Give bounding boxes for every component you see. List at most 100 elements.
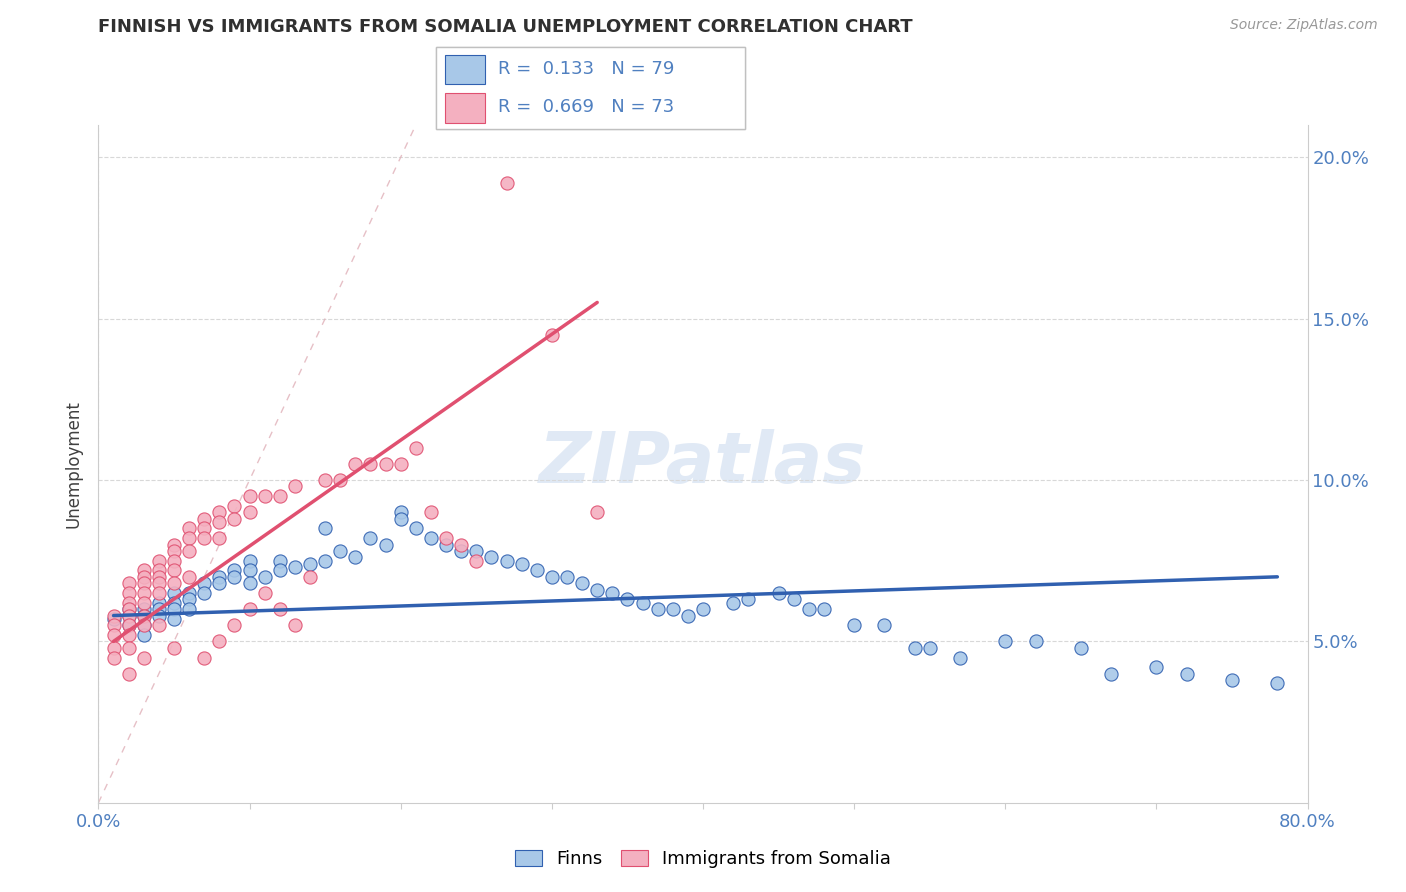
Point — [1267, 676, 1289, 690]
Point — [132, 596, 155, 610]
Point — [163, 612, 186, 626]
Point — [118, 608, 141, 623]
Point — [148, 602, 170, 616]
Point — [179, 592, 201, 607]
Point — [692, 602, 714, 616]
Point — [118, 640, 141, 655]
Point — [193, 531, 215, 545]
Point — [118, 602, 141, 616]
Bar — [446, 94, 485, 123]
Point — [239, 576, 262, 591]
Point — [193, 521, 215, 535]
Point — [224, 563, 246, 577]
Point — [329, 473, 352, 487]
Text: ZIPatlas: ZIPatlas — [540, 429, 866, 499]
Point — [179, 586, 201, 600]
Point — [132, 618, 155, 632]
Point — [269, 563, 291, 577]
Point — [118, 666, 141, 681]
Point — [163, 554, 186, 568]
Point — [813, 602, 835, 616]
Point — [253, 570, 276, 584]
Point — [163, 576, 186, 591]
Point — [193, 576, 215, 591]
Point — [329, 544, 352, 558]
Point — [103, 608, 125, 623]
Point — [118, 608, 141, 623]
Point — [163, 586, 186, 600]
Point — [118, 576, 141, 591]
Point — [179, 531, 201, 545]
Point — [450, 537, 472, 551]
Point — [132, 570, 155, 584]
Point — [163, 596, 186, 610]
Point — [389, 512, 412, 526]
Point — [269, 489, 291, 503]
Point — [239, 489, 262, 503]
Point — [148, 596, 170, 610]
Point — [994, 634, 1017, 648]
Text: R =  0.133   N = 79: R = 0.133 N = 79 — [498, 61, 673, 78]
Point — [132, 618, 155, 632]
Point — [314, 554, 336, 568]
Point — [179, 570, 201, 584]
Point — [239, 505, 262, 519]
Point — [405, 521, 427, 535]
Point — [481, 550, 503, 565]
Point — [253, 586, 276, 600]
Point — [148, 576, 170, 591]
Point — [179, 521, 201, 535]
Point — [555, 570, 578, 584]
Point — [269, 554, 291, 568]
Point — [374, 537, 396, 551]
Point — [118, 602, 141, 616]
Point — [389, 505, 412, 519]
Point — [118, 628, 141, 642]
Point — [374, 457, 396, 471]
Point — [208, 505, 231, 519]
Point — [737, 592, 759, 607]
Point — [103, 640, 125, 655]
Point — [647, 602, 669, 616]
Point — [239, 563, 262, 577]
Point — [284, 618, 307, 632]
Point — [360, 531, 382, 545]
Point — [616, 592, 638, 607]
Point — [284, 479, 307, 493]
Point — [1144, 660, 1167, 674]
Point — [631, 596, 654, 610]
Point — [299, 557, 322, 571]
Point — [904, 640, 927, 655]
Bar — [446, 54, 485, 84]
Point — [540, 327, 562, 342]
Point — [434, 531, 457, 545]
Point — [118, 596, 141, 610]
Point — [239, 602, 262, 616]
Point — [148, 586, 170, 600]
Point — [132, 608, 155, 623]
Point — [389, 457, 412, 471]
Point — [132, 650, 155, 665]
Point — [344, 457, 367, 471]
Point — [676, 608, 699, 623]
Point — [495, 554, 517, 568]
Point — [118, 618, 141, 632]
Point — [1024, 634, 1046, 648]
Point — [465, 554, 488, 568]
Point — [1220, 673, 1243, 687]
Point — [783, 592, 806, 607]
Point — [132, 602, 155, 616]
Point — [465, 544, 488, 558]
Point — [949, 650, 972, 665]
Point — [148, 570, 170, 584]
Text: R =  0.669   N = 73: R = 0.669 N = 73 — [498, 98, 673, 116]
Point — [132, 563, 155, 577]
Point — [193, 586, 215, 600]
Point — [571, 576, 593, 591]
Point — [163, 537, 186, 551]
Point — [1070, 640, 1092, 655]
Point — [284, 560, 307, 574]
Y-axis label: Unemployment: Unemployment — [65, 400, 83, 528]
Point — [163, 602, 186, 616]
Point — [540, 570, 562, 584]
